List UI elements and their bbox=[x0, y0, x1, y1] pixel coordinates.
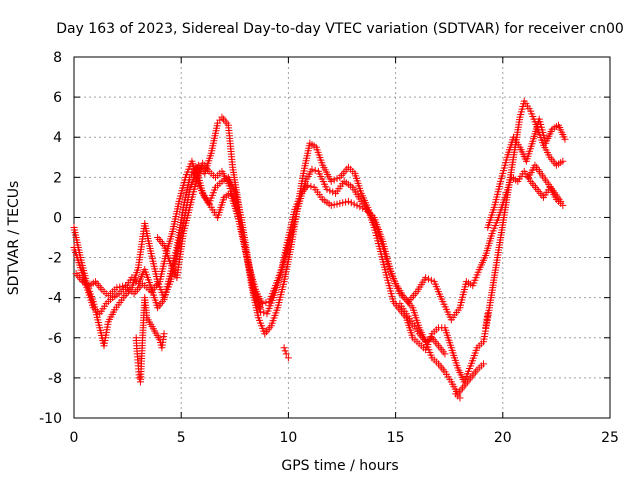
data-point bbox=[327, 177, 335, 185]
data-point bbox=[257, 304, 265, 312]
data-point bbox=[350, 200, 358, 208]
y-tick-label: -10 bbox=[39, 411, 62, 427]
data-points bbox=[70, 97, 569, 402]
data-point bbox=[282, 350, 290, 358]
x-tick-label: 10 bbox=[279, 430, 297, 446]
data-point bbox=[304, 181, 312, 189]
data-point bbox=[311, 166, 319, 174]
data-point bbox=[359, 204, 367, 212]
data-point bbox=[427, 276, 435, 284]
y-tick-label: 2 bbox=[53, 170, 62, 186]
data-point bbox=[119, 282, 127, 290]
data-point bbox=[280, 344, 288, 352]
y-tick-label: -6 bbox=[48, 331, 62, 347]
data-point bbox=[561, 135, 569, 143]
y-tick-label: -2 bbox=[48, 251, 62, 267]
data-point bbox=[284, 354, 292, 362]
x-tick-label: 15 bbox=[387, 430, 405, 446]
data-point bbox=[559, 157, 567, 165]
data-point bbox=[480, 360, 488, 368]
chart-title: Day 163 of 2023, Sidereal Day-to-day VTE… bbox=[56, 21, 624, 37]
y-tick-label: 6 bbox=[53, 90, 62, 106]
y-tick-label: 0 bbox=[53, 210, 62, 226]
data-point bbox=[330, 201, 338, 209]
data-point bbox=[342, 198, 350, 206]
y-tick-label: 8 bbox=[53, 50, 62, 66]
y-axis-label: SDTVAR / TECUs bbox=[6, 181, 22, 296]
data-point bbox=[422, 274, 430, 282]
x-tick-label: 5 bbox=[177, 430, 186, 446]
data-point bbox=[336, 199, 344, 207]
data-point bbox=[441, 350, 449, 358]
data-point bbox=[307, 182, 315, 190]
data-point bbox=[557, 197, 565, 205]
data-point bbox=[344, 197, 352, 205]
x-axis-label: GPS time / hours bbox=[281, 458, 398, 474]
y-tick-label: -4 bbox=[48, 291, 62, 307]
x-tick-label: 20 bbox=[494, 430, 512, 446]
data-point bbox=[484, 310, 492, 318]
data-point bbox=[160, 330, 168, 338]
data-point bbox=[281, 347, 289, 355]
data-point bbox=[327, 201, 335, 209]
data-point bbox=[116, 283, 124, 291]
data-point bbox=[333, 175, 341, 183]
x-tick-label: 25 bbox=[601, 430, 619, 446]
data-point bbox=[259, 300, 267, 308]
data-point bbox=[323, 185, 331, 193]
data-point bbox=[559, 201, 567, 209]
data-point bbox=[135, 374, 143, 382]
data-point bbox=[260, 309, 268, 317]
data-point bbox=[456, 394, 464, 402]
x-tick-label: 0 bbox=[70, 430, 79, 446]
data-point bbox=[356, 203, 364, 211]
data-point bbox=[308, 165, 316, 173]
data-point bbox=[262, 299, 270, 307]
data-point bbox=[353, 201, 361, 209]
y-tick-label: 4 bbox=[53, 130, 62, 146]
data-point bbox=[113, 284, 121, 292]
data-point bbox=[347, 199, 355, 207]
data-point bbox=[330, 176, 338, 184]
axis-ticks: 0 5 10 15 20 25 -10 -8 -6 -4 -2 0 2 4 6 8 bbox=[39, 50, 619, 446]
data-point bbox=[333, 200, 341, 208]
data-point bbox=[326, 187, 334, 195]
data-point bbox=[329, 188, 337, 196]
data-point bbox=[424, 275, 432, 283]
data-point bbox=[339, 199, 347, 207]
y-tick-label: -8 bbox=[48, 371, 62, 387]
